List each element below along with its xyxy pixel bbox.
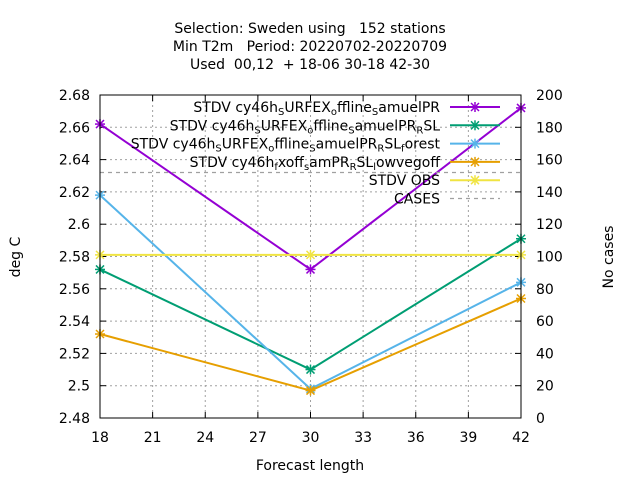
legend-label: CASES: [394, 192, 440, 208]
y2-tick-label: 60: [536, 314, 554, 330]
y-tick-label: 2.66: [59, 120, 90, 136]
x-tick-label: 21: [144, 430, 162, 446]
y-tick-label: 2.58: [59, 250, 90, 266]
y2-tick-label: 160: [536, 153, 563, 169]
legend-marker: [470, 175, 480, 186]
y-axis-label: deg C: [8, 236, 24, 277]
legend-marker: [470, 156, 480, 167]
x-tick-label: 24: [196, 430, 214, 446]
x-tick-label: 18: [91, 430, 109, 446]
legend-marker: [470, 138, 480, 149]
title-line: Used 00,12 + 18-06 30-18 42-30: [190, 57, 430, 73]
y-tick-label: 2.48: [59, 411, 90, 427]
plot-border: [99, 94, 522, 419]
x-tick-label: 33: [354, 430, 372, 446]
y2-tick-label: 0: [536, 411, 545, 427]
legend-marker: [470, 102, 480, 112]
legend-item: CASES: [394, 192, 500, 208]
y-tick-label: 2.6: [68, 217, 90, 233]
y2-tick-label: 20: [536, 379, 554, 395]
y2-tick-label: 140: [536, 185, 563, 201]
y2-axis-ticks: 0 20 40 60 80 100 120 140 160 180 200: [515, 88, 563, 427]
x-tick-label: 39: [459, 430, 477, 446]
legend-label: STDV OBS: [369, 173, 440, 189]
y-tick-label: 2.56: [59, 282, 90, 298]
x-tick-label: 27: [249, 430, 267, 446]
y2-tick-label: 40: [536, 346, 554, 362]
y2-tick-label: 200: [536, 88, 563, 104]
legend-item: STDV cy46hSURFEXofflineSamuelPR: [193, 100, 500, 118]
data-point: [305, 249, 316, 260]
y2-axis-label: No cases: [601, 226, 617, 289]
legend-item: STDV cy46hSURFEXofflineSamuelPRRSLforest: [131, 137, 500, 155]
y2-tick-label: 180: [536, 120, 563, 136]
legend-label: STDV cy46hSURFEXofflineSamuelPR: [193, 100, 440, 118]
legend-label: STDV cy46hfxoffsamPRRSLlowvegoff: [190, 155, 441, 173]
y-tick-label: 2.5: [68, 379, 90, 395]
x-tick-label: 42: [512, 430, 530, 446]
legend-item: STDV OBS: [369, 173, 500, 189]
data-point: [305, 385, 316, 396]
y2-tick-label: 80: [536, 282, 554, 298]
y-tick-label: 2.62: [59, 185, 90, 201]
y-tick-label: 2.52: [59, 346, 90, 362]
y2-tick-label: 100: [536, 250, 563, 266]
title-line: Selection: Sweden using 152 stations: [174, 21, 445, 37]
x-tick-label: 30: [302, 430, 320, 446]
legend-label: STDV cy46hSURFEXofflineSamuelPRRSLforest: [131, 137, 441, 155]
data-point: [305, 364, 316, 375]
y-tick-label: 2.68: [59, 88, 90, 104]
x-tick-label: 36: [407, 430, 425, 446]
title-line: Min T2m Period: 20220702-20220709: [173, 39, 447, 55]
x-axis-label: Forecast length: [256, 458, 364, 474]
legend-item: STDV cy46hfxoffsamPRRSLlowvegoff: [190, 155, 500, 173]
y-tick-label: 2.54: [59, 314, 90, 330]
chart-title: Selection: Sweden using 152 stations Min …: [173, 21, 447, 73]
y-axis-ticks: 2.48 2.5 2.52 2.54 2.56 2.58 2.6 2.62 2.64 2.66 2.…: [59, 88, 106, 427]
y-tick-label: 2.64: [59, 153, 90, 169]
data-point: [305, 264, 316, 275]
legend-item: STDV cy46hSURFEXofflineSamuelPRRSL: [170, 118, 500, 136]
legend-marker: [470, 120, 480, 131]
legend-label: STDV cy46hSURFEXofflineSamuelPRRSL: [170, 118, 441, 136]
y2-tick-label: 120: [536, 217, 563, 233]
